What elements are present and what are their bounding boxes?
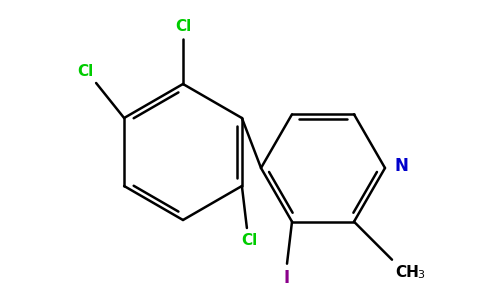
Text: I: I <box>284 269 290 287</box>
Text: Cl: Cl <box>77 64 93 79</box>
Text: 3: 3 <box>417 270 424 280</box>
Text: Cl: Cl <box>241 233 257 248</box>
Text: N: N <box>395 157 409 175</box>
Text: Cl: Cl <box>175 19 191 34</box>
Text: CH: CH <box>395 265 419 280</box>
